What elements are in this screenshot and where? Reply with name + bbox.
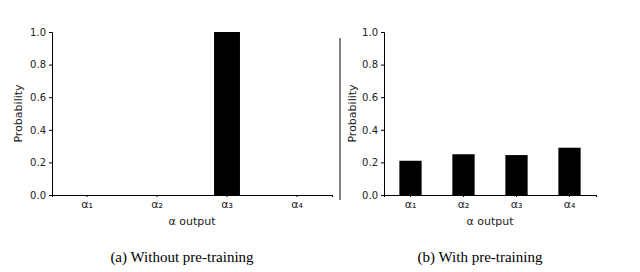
x-tick: α₂ — [151, 195, 163, 211]
x-axis-line — [385, 196, 597, 198]
y-axis: 0.0 0.2 0.4 0.6 0.8 1.0 — [30, 27, 52, 201]
y-tick-label: 0.4 — [362, 125, 378, 136]
chart-panel: 0.0 0.2 0.4 0.6 0.8 1.0 α₁ α₂ α₃ α₄ α output Probab… — [12, 27, 333, 266]
y-tick: 1.0 — [362, 27, 384, 38]
y-tick: 0.4 — [362, 125, 384, 136]
bar — [284, 195, 310, 196]
y-tick-label: 0.2 — [362, 157, 378, 168]
x-tick: α₂ — [458, 195, 470, 211]
x-tick-mark — [297, 195, 298, 197]
y-tick-mark — [381, 195, 384, 196]
x-tick-mark — [516, 195, 517, 197]
x-axis-line — [53, 196, 333, 198]
y-tick-label: 1.0 — [362, 27, 378, 38]
y-tick-label: 0.4 — [30, 125, 46, 136]
chart-caption: (a) Without pre-training — [110, 249, 254, 266]
bar — [558, 148, 580, 195]
x-tick: α₃ — [511, 195, 523, 211]
y-tick: 0.2 — [362, 157, 384, 168]
x-tick: α₄ — [291, 195, 303, 211]
x-tick-label: α₁ — [405, 198, 417, 211]
y-tick-mark — [381, 65, 384, 66]
y-tick: 0.2 — [30, 157, 52, 168]
y-tick-label: 0.2 — [30, 157, 46, 168]
x-tick-mark — [157, 195, 158, 197]
y-tick-mark — [381, 32, 384, 33]
bar — [214, 32, 240, 195]
x-tick-label: α₃ — [221, 198, 233, 211]
x-tick: α₁ — [405, 195, 417, 211]
figure: 0.0 0.2 0.4 0.6 0.8 1.0 α₁ α₂ α₃ α₄ α output Probab… — [0, 0, 640, 272]
bar — [452, 154, 474, 195]
x-axis: α₁ α₂ α₃ α₄ — [53, 195, 333, 211]
bar — [144, 195, 170, 196]
y-axis-line — [49, 33, 53, 196]
y-axis-title: Probability — [12, 84, 25, 143]
y-tick-label: 0.0 — [30, 190, 46, 201]
y-tick-mark — [49, 162, 52, 163]
y-tick-mark — [49, 195, 52, 196]
y-tick: 0.0 — [362, 190, 384, 201]
y-tick: 1.0 — [30, 27, 52, 38]
chart-caption: (b) With pre-training — [418, 249, 543, 266]
x-tick-mark — [227, 195, 228, 197]
x-tick-label: α₂ — [151, 198, 163, 211]
y-tick-mark — [49, 65, 52, 66]
y-axis-title: Probability — [346, 84, 359, 143]
x-tick-mark — [87, 195, 88, 197]
y-tick: 0.0 — [30, 190, 52, 201]
x-tick-label: α₂ — [458, 198, 470, 211]
bars — [214, 32, 240, 195]
y-tick-label: 0.0 — [362, 190, 378, 201]
chart-panel: 0.0 0.2 0.4 0.6 0.8 1.0 α₁ α₂ α₃ α₄ α output Probab… — [346, 27, 597, 266]
bar — [505, 155, 527, 195]
y-tick-mark — [381, 130, 384, 131]
y-tick-mark — [381, 162, 384, 163]
x-tick: α₄ — [564, 195, 576, 211]
y-tick-label: 1.0 — [30, 27, 46, 38]
x-axis: α₁ α₂ α₃ α₄ — [385, 195, 597, 211]
panel-separator — [340, 38, 341, 200]
bars — [399, 148, 580, 195]
y-tick: 0.8 — [362, 59, 384, 70]
x-tick-mark — [463, 195, 464, 197]
y-axis-line — [381, 33, 385, 196]
y-tick: 0.6 — [30, 92, 52, 103]
y-tick-label: 0.6 — [362, 92, 378, 103]
y-tick-mark — [49, 32, 52, 33]
y-tick-mark — [381, 97, 384, 98]
y-tick-label: 0.6 — [30, 92, 46, 103]
x-axis-title: α output — [168, 215, 216, 228]
y-tick: 0.6 — [362, 92, 384, 103]
x-tick-label: α₄ — [291, 198, 303, 211]
y-tick: 0.4 — [30, 125, 52, 136]
bar — [74, 195, 100, 196]
y-tick-mark — [49, 130, 52, 131]
x-tick: α₃ — [221, 195, 233, 211]
y-axis: 0.0 0.2 0.4 0.6 0.8 1.0 — [362, 27, 384, 201]
x-tick-label: α₄ — [564, 198, 576, 211]
x-tick-label: α₃ — [511, 198, 523, 211]
y-tick-mark — [49, 97, 52, 98]
y-tick: 0.8 — [30, 59, 52, 70]
x-tick: α₁ — [81, 195, 93, 211]
bar — [399, 161, 421, 195]
x-tick-mark — [410, 195, 411, 197]
x-tick-label: α₁ — [81, 198, 93, 211]
y-tick-label: 0.8 — [362, 59, 378, 70]
x-axis-title: α output — [466, 215, 514, 228]
x-tick-mark — [569, 195, 570, 197]
y-tick-label: 0.8 — [30, 59, 46, 70]
